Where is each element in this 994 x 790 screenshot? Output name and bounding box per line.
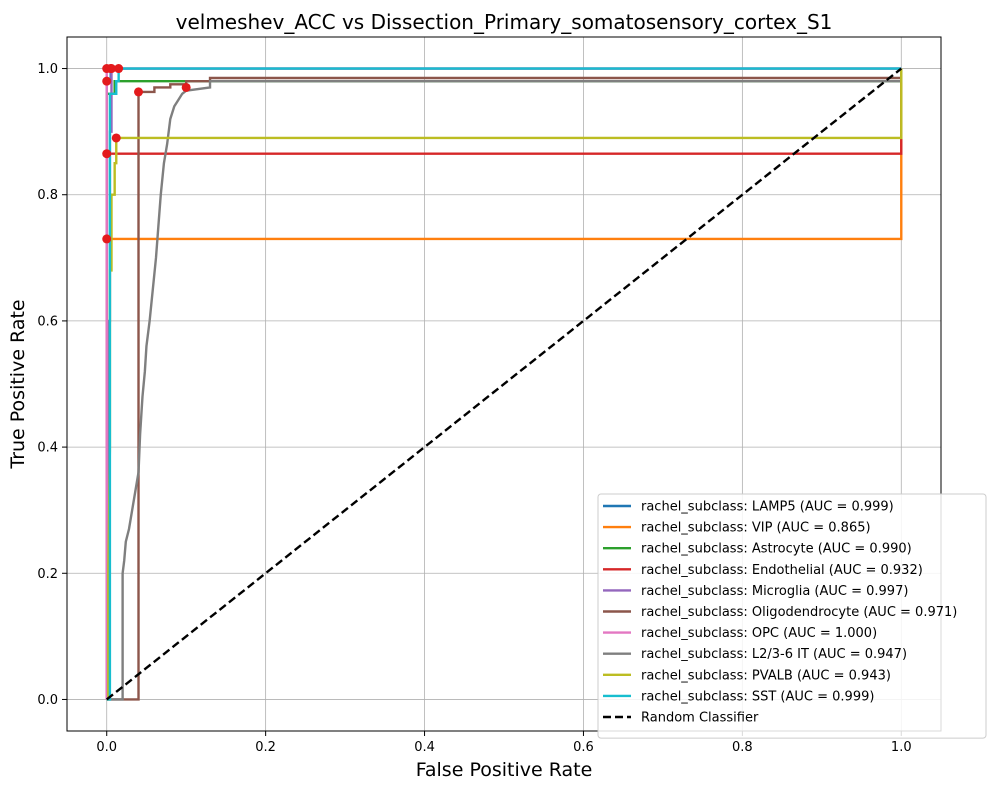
threshold-marker-8: [111, 133, 121, 143]
plot-frame: [66, 36, 942, 732]
y-tick-label: 0.2: [37, 567, 58, 582]
legend-label: rachel_subclass: VIP (AUC = 0.865): [641, 521, 871, 536]
legend-label: rachel_subclass: PVALB (AUC = 0.943): [641, 668, 891, 683]
legend-label: rachel_subclass: SST (AUC = 0.999): [641, 689, 874, 704]
x-tick-label: 0.6: [573, 740, 594, 755]
threshold-marker-9: [114, 64, 124, 74]
y-tick-label: 1.0: [37, 62, 58, 77]
threshold-marker-7: [181, 82, 191, 92]
y-tick-label: 0.4: [37, 441, 58, 456]
x-tick-label: 0.0: [96, 740, 117, 755]
legend-label: rachel_subclass: OPC (AUC = 1.000): [641, 626, 877, 641]
legend-label: rachel_subclass: Oligodendrocyte (AUC = …: [641, 605, 957, 620]
x-tick-label: 0.4: [414, 740, 435, 755]
legend-label: rachel_subclass: Endothelial (AUC = 0.93…: [641, 563, 923, 578]
x-axis-label: False Positive Rate: [416, 759, 593, 781]
legend-label: rachel_subclass: LAMP5 (AUC = 0.999): [641, 500, 894, 515]
legend-box: [597, 493, 987, 739]
threshold-marker-5: [134, 87, 144, 97]
legend-label: rachel_subclass: Astrocyte (AUC = 0.990): [641, 542, 912, 557]
threshold-marker-6: [102, 64, 112, 74]
series-line-7: [106, 68, 903, 701]
legend-label: rachel_subclass: Microglia (AUC = 0.997): [641, 584, 908, 599]
legend-label: Random Classifier: [641, 711, 759, 726]
chart-title: velmeshev_ACC vs Dissection_Primary_soma…: [176, 10, 833, 34]
legend-label: rachel_subclass: L2/3-6 IT (AUC = 0.947): [641, 647, 907, 662]
y-tick-label: 0.8: [37, 188, 58, 203]
y-axis-label: True Positive Rate: [7, 299, 29, 469]
x-tick-label: 1.0: [891, 740, 912, 755]
y-tick-label: 0.0: [37, 693, 58, 708]
x-tick-label: 0.8: [732, 740, 753, 755]
x-tick-label: 0.2: [255, 740, 276, 755]
series-line-10: [105, 67, 903, 701]
y-tick-label: 0.6: [37, 314, 58, 329]
legend: rachel_subclass: LAMP5 (AUC = 0.999) rach…: [597, 493, 987, 739]
threshold-marker-2: [102, 76, 112, 86]
series-group: [102, 64, 903, 701]
threshold-marker-3: [102, 149, 112, 159]
threshold-marker-1: [102, 234, 112, 244]
